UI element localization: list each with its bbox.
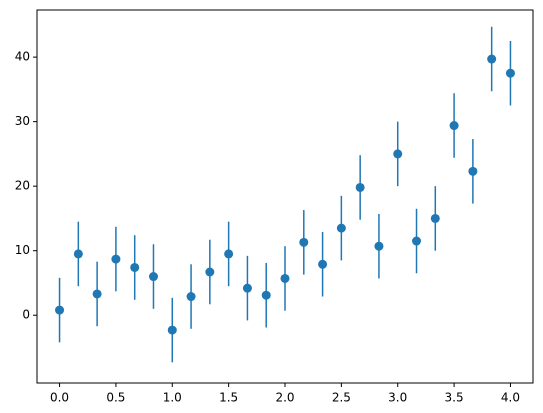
- x-tick-label: 1.5: [219, 391, 238, 405]
- data-point: [336, 223, 346, 233]
- data-point: [412, 236, 422, 246]
- data-point: [374, 241, 384, 251]
- y-tick-label: 0: [22, 308, 30, 322]
- data-point: [73, 249, 83, 259]
- data-point: [205, 267, 215, 277]
- x-tick-label: 2.5: [332, 391, 351, 405]
- data-point: [224, 249, 234, 259]
- data-point: [130, 262, 140, 272]
- data-point: [318, 259, 328, 269]
- data-point: [299, 237, 309, 247]
- x-tick-label: 1.0: [163, 391, 182, 405]
- data-point: [111, 254, 121, 264]
- data-point: [355, 182, 365, 192]
- data-point: [430, 213, 440, 223]
- axes-frame: [36, 9, 534, 384]
- x-tick-label: 3.5: [445, 391, 464, 405]
- data-point: [468, 166, 478, 176]
- y-tick-label: 30: [15, 114, 30, 128]
- data-point: [487, 54, 497, 64]
- data-point: [261, 290, 271, 300]
- x-tick-label: 0.5: [106, 391, 125, 405]
- data-point: [55, 305, 65, 315]
- x-tick-label: 4.0: [501, 391, 520, 405]
- data-point: [167, 325, 177, 335]
- x-tick-label: 2.0: [275, 391, 294, 405]
- data-point: [148, 272, 158, 282]
- x-tick-label: 3.0: [388, 391, 407, 405]
- data-point: [505, 68, 515, 78]
- data-point: [186, 292, 196, 302]
- y-tick-label: 10: [15, 243, 30, 257]
- data-point: [393, 149, 403, 159]
- data-point: [280, 273, 290, 283]
- x-tick-label: 0.0: [50, 391, 69, 405]
- data-point: [449, 121, 459, 131]
- data-point: [92, 289, 102, 299]
- y-tick-label: 40: [15, 50, 30, 64]
- y-tick-label: 20: [15, 179, 30, 193]
- data-point: [242, 283, 252, 293]
